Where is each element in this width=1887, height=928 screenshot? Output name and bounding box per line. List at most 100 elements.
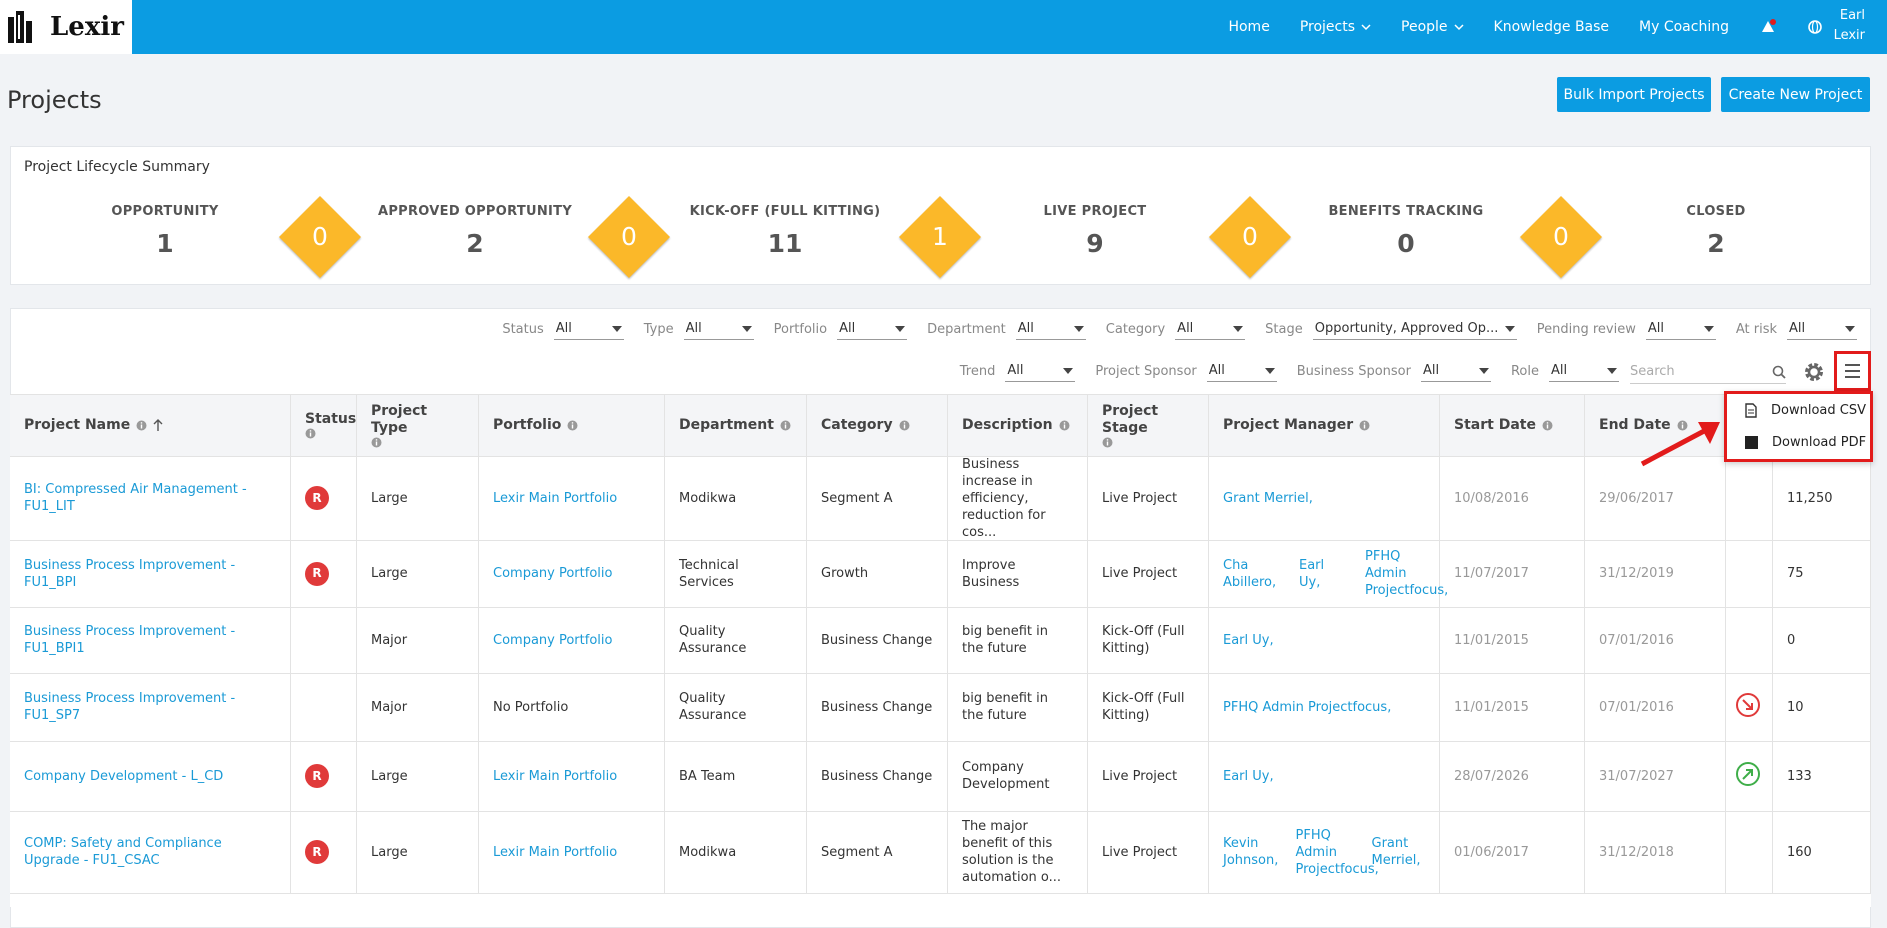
department: Quality Assurance <box>679 691 747 723</box>
header-cell: Project Manager <box>1209 394 1440 456</box>
header-cell: Project Name <box>10 394 291 456</box>
end-date: 31/12/2018 <box>1599 844 1674 860</box>
table-cell: Kick-Off (Full Kitting) <box>1088 673 1209 741</box>
csv-icon <box>1745 402 1757 418</box>
portfolio-link[interactable]: Lexir Main Portfolio <box>493 844 618 860</box>
end-date: 31/07/2027 <box>1599 768 1674 784</box>
table-cell: big benefit in the future <box>948 607 1088 673</box>
diamond-count: 0 <box>1553 222 1569 251</box>
manager-link[interactable]: PFHQ Admin Projectfocus, <box>1295 827 1379 877</box>
info-icon <box>1542 420 1553 430</box>
search-box[interactable]: Search <box>1630 360 1786 384</box>
project-stage: Live Project <box>1102 566 1178 581</box>
filter-select[interactable]: All <box>1787 318 1857 340</box>
nav-link[interactable]: Knowledge Base <box>1494 19 1610 35</box>
manager-link[interactable]: Grant Merriel, <box>1223 490 1313 506</box>
manager-link[interactable]: Cha Abillero, <box>1223 557 1277 590</box>
status-badge: R <box>305 486 329 510</box>
filter-select[interactable]: All <box>1015 318 1086 340</box>
filter-select[interactable]: All <box>1420 360 1491 382</box>
table-cell: Earl Uy, <box>1209 607 1440 673</box>
user-last: Lexir <box>1833 28 1865 43</box>
info-icon <box>1359 420 1370 430</box>
portfolio-link[interactable]: Lexir Main Portfolio <box>493 490 618 506</box>
menu-item[interactable]: Download CSV <box>1727 394 1870 426</box>
info-icon <box>780 420 791 430</box>
filter-select[interactable]: All <box>553 318 624 340</box>
nav-link[interactable]: Home <box>1228 19 1269 35</box>
menu-button[interactable] <box>1834 351 1871 391</box>
filter-select[interactable]: All <box>1645 318 1716 340</box>
project-link[interactable]: Business Process Improvement - FU1_BPI <box>24 557 236 590</box>
filter-label: Project Sponsor <box>1095 363 1197 379</box>
project-link[interactable]: BI: Compressed Air Management - FU1_LIT <box>24 482 247 514</box>
portfolio-link[interactable]: Company Portfolio <box>493 632 613 648</box>
table-cell: Major <box>357 607 479 673</box>
filter-select[interactable]: All <box>1206 360 1277 382</box>
filter-select[interactable]: All <box>1175 318 1246 340</box>
project-type: Large <box>371 566 408 581</box>
department: Modikwa <box>679 844 737 860</box>
table-cell: BA Team <box>665 741 807 811</box>
stage: LIVE PROJECT 9 <box>955 204 1235 258</box>
nav-link[interactable]: Projects <box>1300 19 1371 35</box>
project-link[interactable]: Business Process Improvement - FU1_BPI1 <box>24 624 236 656</box>
manager-link[interactable]: Earl Uy, <box>1299 557 1325 590</box>
table-cell: 31/12/2018 <box>1585 811 1726 893</box>
filter-select[interactable]: All <box>683 318 754 340</box>
globe-icon[interactable] <box>1807 19 1823 35</box>
sort-icon[interactable] <box>153 419 163 431</box>
table-cell: Large <box>357 456 479 540</box>
filter: Portfolio All <box>773 318 908 340</box>
end-date: 31/12/2019 <box>1599 566 1674 581</box>
filter-select[interactable]: All <box>1549 360 1619 382</box>
navbar: Lexir Home Projects People Knowledge Base My… <box>0 0 1887 54</box>
header-cell: Portfolio <box>479 394 665 456</box>
filter: Trend All <box>960 360 1076 382</box>
nav-link[interactable]: People <box>1401 19 1464 35</box>
filter-value: All <box>1422 363 1440 378</box>
settings-icon[interactable] <box>1802 360 1826 384</box>
caret <box>1478 367 1489 374</box>
user-menu[interactable]: Earl Lexir <box>1834 6 1865 46</box>
notification-icon[interactable] <box>1759 18 1777 36</box>
portfolio-link[interactable]: Company Portfolio <box>493 566 613 581</box>
value: 11,250 <box>1787 490 1833 506</box>
table-cell: Lexir Main Portfolio <box>479 811 665 893</box>
header-label: Department <box>679 416 774 433</box>
logo-text: Lexir <box>50 12 124 42</box>
manager-link[interactable]: PFHQ Admin Projectfocus, <box>1365 549 1449 598</box>
manager-link[interactable]: PFHQ Admin Projectfocus, <box>1223 699 1392 715</box>
filter-label: Status <box>502 321 544 337</box>
filter-label: Portfolio <box>773 321 828 337</box>
manager-link[interactable]: Grant Merriel, <box>1371 836 1421 868</box>
project-link[interactable]: Business Process Improvement - FU1_SP7 <box>24 691 236 723</box>
project-link[interactable]: Company Development - L_CD <box>24 768 224 784</box>
filter-select[interactable]: Opportunity, Approved Op... <box>1312 318 1517 340</box>
table-cell: Grant Merriel, <box>1209 456 1440 540</box>
project-type: Large <box>371 844 408 860</box>
nav-link[interactable]: My Coaching <box>1639 19 1729 35</box>
manager-link[interactable]: Kevin Johnson, <box>1223 836 1279 868</box>
portfolio-link[interactable]: No Portfolio <box>493 699 569 715</box>
bulk-import-button[interactable]: Bulk Import Projects <box>1557 77 1711 112</box>
info-icon <box>136 420 147 430</box>
filter-select[interactable]: All <box>1005 360 1076 382</box>
header-cell: Start Date <box>1440 394 1585 456</box>
table-cell <box>1726 741 1773 811</box>
caret <box>1504 325 1515 332</box>
description: Company Development <box>962 760 1050 792</box>
menu-item[interactable]: Download PDF <box>1727 426 1870 458</box>
manager-link[interactable]: Earl Uy, <box>1223 768 1274 784</box>
manager-link[interactable]: Earl Uy, <box>1223 632 1274 648</box>
department: Quality Assurance <box>679 624 747 656</box>
nav-link-label: People <box>1401 19 1448 35</box>
project-link[interactable]: COMP: Safety and Compliance Upgrade - FU… <box>24 836 222 868</box>
filter: Type All <box>644 318 754 340</box>
portfolio-link[interactable]: Lexir Main Portfolio <box>493 768 618 784</box>
create-project-button[interactable]: Create New Project <box>1721 77 1870 112</box>
table-cell: 0 <box>1773 607 1871 673</box>
filter-select[interactable]: All <box>837 318 908 340</box>
logo[interactable]: Lexir <box>0 0 132 54</box>
table-cell: Live Project <box>1088 811 1209 893</box>
